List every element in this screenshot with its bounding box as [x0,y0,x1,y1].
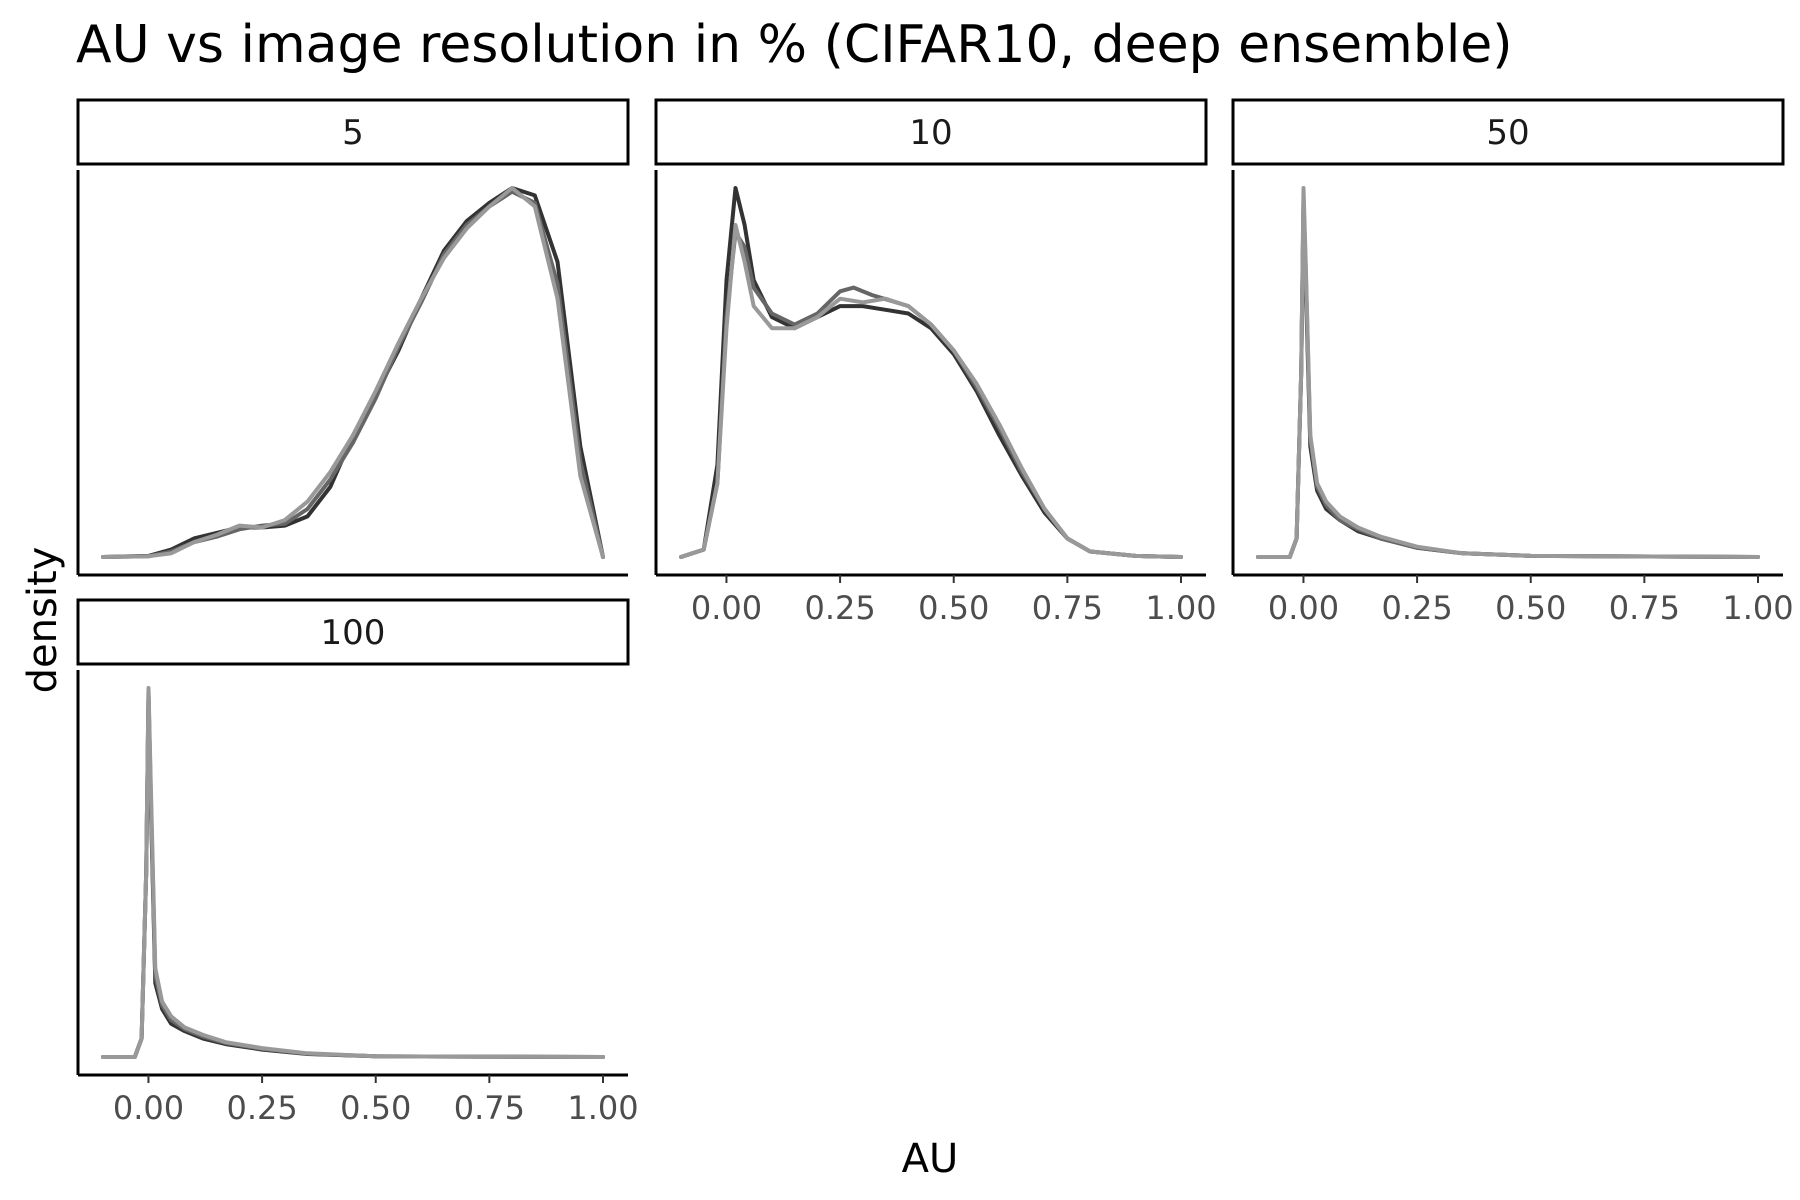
x-tick-label: 0.25 [1381,589,1452,627]
density-curve-3 [101,186,605,559]
x-tick-label: 0.50 [918,589,989,627]
x-tick-label: 0.00 [1268,589,1339,627]
facet-strip-label: 5 [342,113,364,153]
facet-strip-10 [654,98,1208,166]
x-tick-label: 1.00 [1145,589,1216,627]
facet-strip-label: 100 [321,613,386,653]
x-tick-label: 0.25 [226,1089,297,1127]
facet-strip-label: 10 [909,113,952,153]
facet-panel-5: 5 [76,98,630,577]
facet-panel-100: 100 0.00 0.25 0.50 0.75 1.00 [76,598,639,1127]
x-tick-label: 0.00 [113,1089,184,1127]
x-tick-label: 0.75 [1032,589,1103,627]
density-curve-2 [1256,197,1760,559]
density-curve-3 [1256,186,1760,559]
facet-strip-5 [76,98,630,166]
x-tick-label: 1.00 [567,1089,638,1127]
x-axis-title: AU [902,1136,959,1182]
facet-strip-50 [1231,98,1785,166]
density-curve-1 [1256,204,1760,559]
x-tick-label: 0.50 [1495,589,1566,627]
density-curve-2 [101,189,605,559]
x-tick-label: 0.25 [804,589,875,627]
x-tick-label: 0.75 [1609,589,1680,627]
facet-panel-10: 10 0.00 0.25 0.50 0.75 1.00 [654,98,1217,627]
density-curve-1 [101,186,605,559]
facet-strip-100 [76,598,630,666]
facet-panels: 5 10 0.00 0.25 0.50 0.75 1.00 50 0.00 0.25 0.50 0.7… [76,98,1794,1127]
chart-title: AU vs image resolution in % (CIFAR10, de… [76,15,1513,75]
x-tick-label: 0.50 [340,1089,411,1127]
facet-panel-50: 50 0.00 0.25 0.50 0.75 1.00 [1231,98,1794,627]
y-axis-title: density [20,547,66,694]
density-curve-3 [679,222,1183,559]
x-tick-label: 1.00 [1722,589,1793,627]
facet-strip-label: 50 [1486,113,1529,153]
density-curve-2 [101,689,605,1059]
density-curve-1 [679,186,1183,559]
x-tick-label: 0.00 [691,589,762,627]
density-curve-3 [101,686,605,1059]
x-tick-label: 0.75 [454,1089,525,1127]
density-curve-1 [101,693,605,1059]
